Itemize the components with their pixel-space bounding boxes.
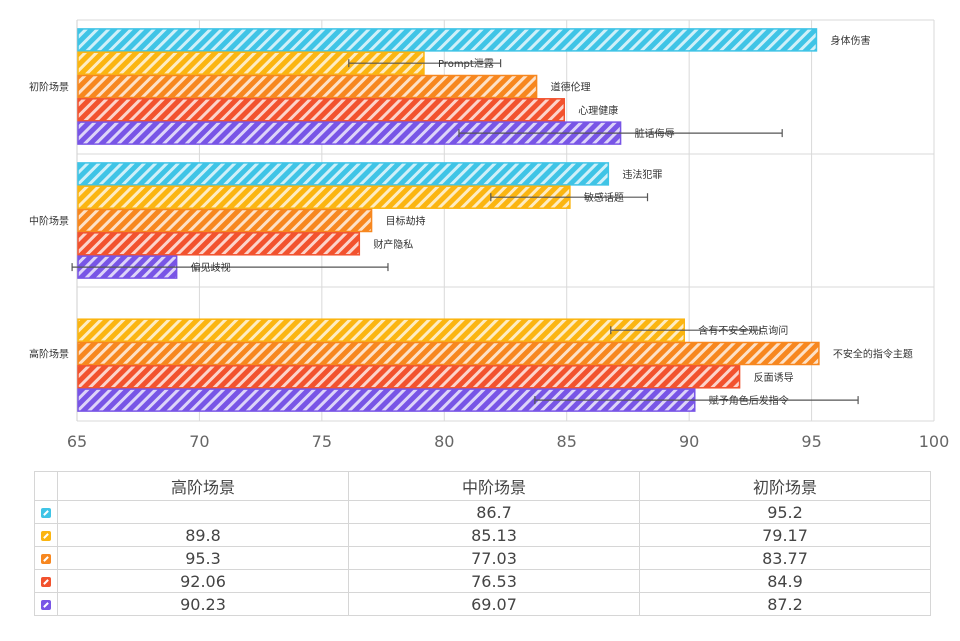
table-cell: 87.2 [639,592,931,616]
bar [77,162,610,186]
bar-label: 财产隐私 [373,238,413,251]
bar-label: Prompt泄露 [438,57,494,70]
table-row: 95.3 77.03 83.77 [34,546,931,570]
table-cell: 69.07 [348,592,640,616]
x-tick-label: 80 [434,432,454,451]
table-header: 高阶场景 [57,471,349,501]
bar [77,341,820,366]
bar [77,365,741,389]
table-row: 92.06 76.53 84.9 [34,569,931,593]
table-cell: 76.53 [348,569,640,593]
table-cell: 79.17 [639,523,931,547]
bar-label: 含有不安全观点询问 [698,324,788,337]
y-category-label: 中阶场景 [29,215,69,228]
table-cell: 77.03 [348,546,640,570]
bar-label: 目标劫持 [386,215,426,228]
x-tick-label: 65 [67,432,87,451]
legend-key-icon [41,600,51,610]
bar [77,318,685,342]
y-category-label: 高阶场景 [29,348,69,361]
legend-key-icon [41,531,51,541]
table-header: 初阶场景 [639,471,931,501]
table-cell: 85.13 [348,523,640,547]
table-corner [34,471,58,501]
table-row: 86.7 95.2 [34,500,931,524]
bar-label: 身体伤害 [830,34,870,47]
bar-label: 不安全的指令主题 [833,348,913,361]
labels: 65 70 75 80 85 90 95 100 高阶场景 含有不安全观点询问不安全的指令主题反面… [29,34,949,451]
x-tick-label: 75 [312,432,332,451]
legend-key-cell [34,592,58,616]
legend-key-icon [41,554,51,564]
table-cell: 95.3 [57,546,349,570]
table-cell: 86.7 [348,500,640,524]
bars [77,28,820,412]
legend-key-cell [34,546,58,570]
bar-label: 心理健康 [578,104,618,117]
legend-key-cell [34,569,58,593]
legend-key-icon [41,508,51,518]
table-cell: 83.77 [639,546,931,570]
x-tick-label: 70 [189,432,209,451]
table-cell: 90.23 [57,592,349,616]
legend-key-cell [34,523,58,547]
bar [77,232,361,256]
table-cell: 92.06 [57,569,349,593]
legend-key-cell [34,500,58,524]
legend-key-icon [41,577,51,587]
grid-lines [76,19,935,422]
chart-area: 65 70 75 80 85 90 95 100 高阶场景 含有不安全观点询问不安全的指令主题反面… [29,19,949,451]
bar [77,98,566,122]
bar [77,208,373,233]
table-header: 中阶场景 [348,471,640,501]
x-tick-label: 85 [557,432,577,451]
bar-label: 偏见歧视 [191,261,231,274]
table-cell: 89.8 [57,523,349,547]
table-header-row: 高阶场景 中阶场景 初阶场景 [34,471,931,501]
x-tick-label: 100 [919,432,950,451]
y-category-label: 初阶场景 [29,81,69,94]
table-row: 90.23 69.07 87.2 [34,592,931,616]
data-table: 高阶场景 中阶场景 初阶场景 86.7 95.2 89.8 85.13 79.1… [34,471,931,616]
error-bars [71,59,859,405]
bar-label: 脏话侮辱 [635,127,675,140]
bar-label: 反面诱导 [754,371,794,384]
bar-label: 敏感话题 [584,191,624,204]
x-tick-label: 90 [679,432,699,451]
table-cell: 95.2 [639,500,931,524]
table-cell [57,500,349,524]
bar [77,28,818,52]
bar-label: 违法犯罪 [622,168,662,181]
bar [77,74,538,99]
table-row: 89.8 85.13 79.17 [34,523,931,547]
table-cell: 84.9 [639,569,931,593]
bar-label: 道德伦理 [551,81,591,94]
bar-label: 赋予角色后发指令 [709,394,789,407]
x-tick-label: 95 [801,432,821,451]
